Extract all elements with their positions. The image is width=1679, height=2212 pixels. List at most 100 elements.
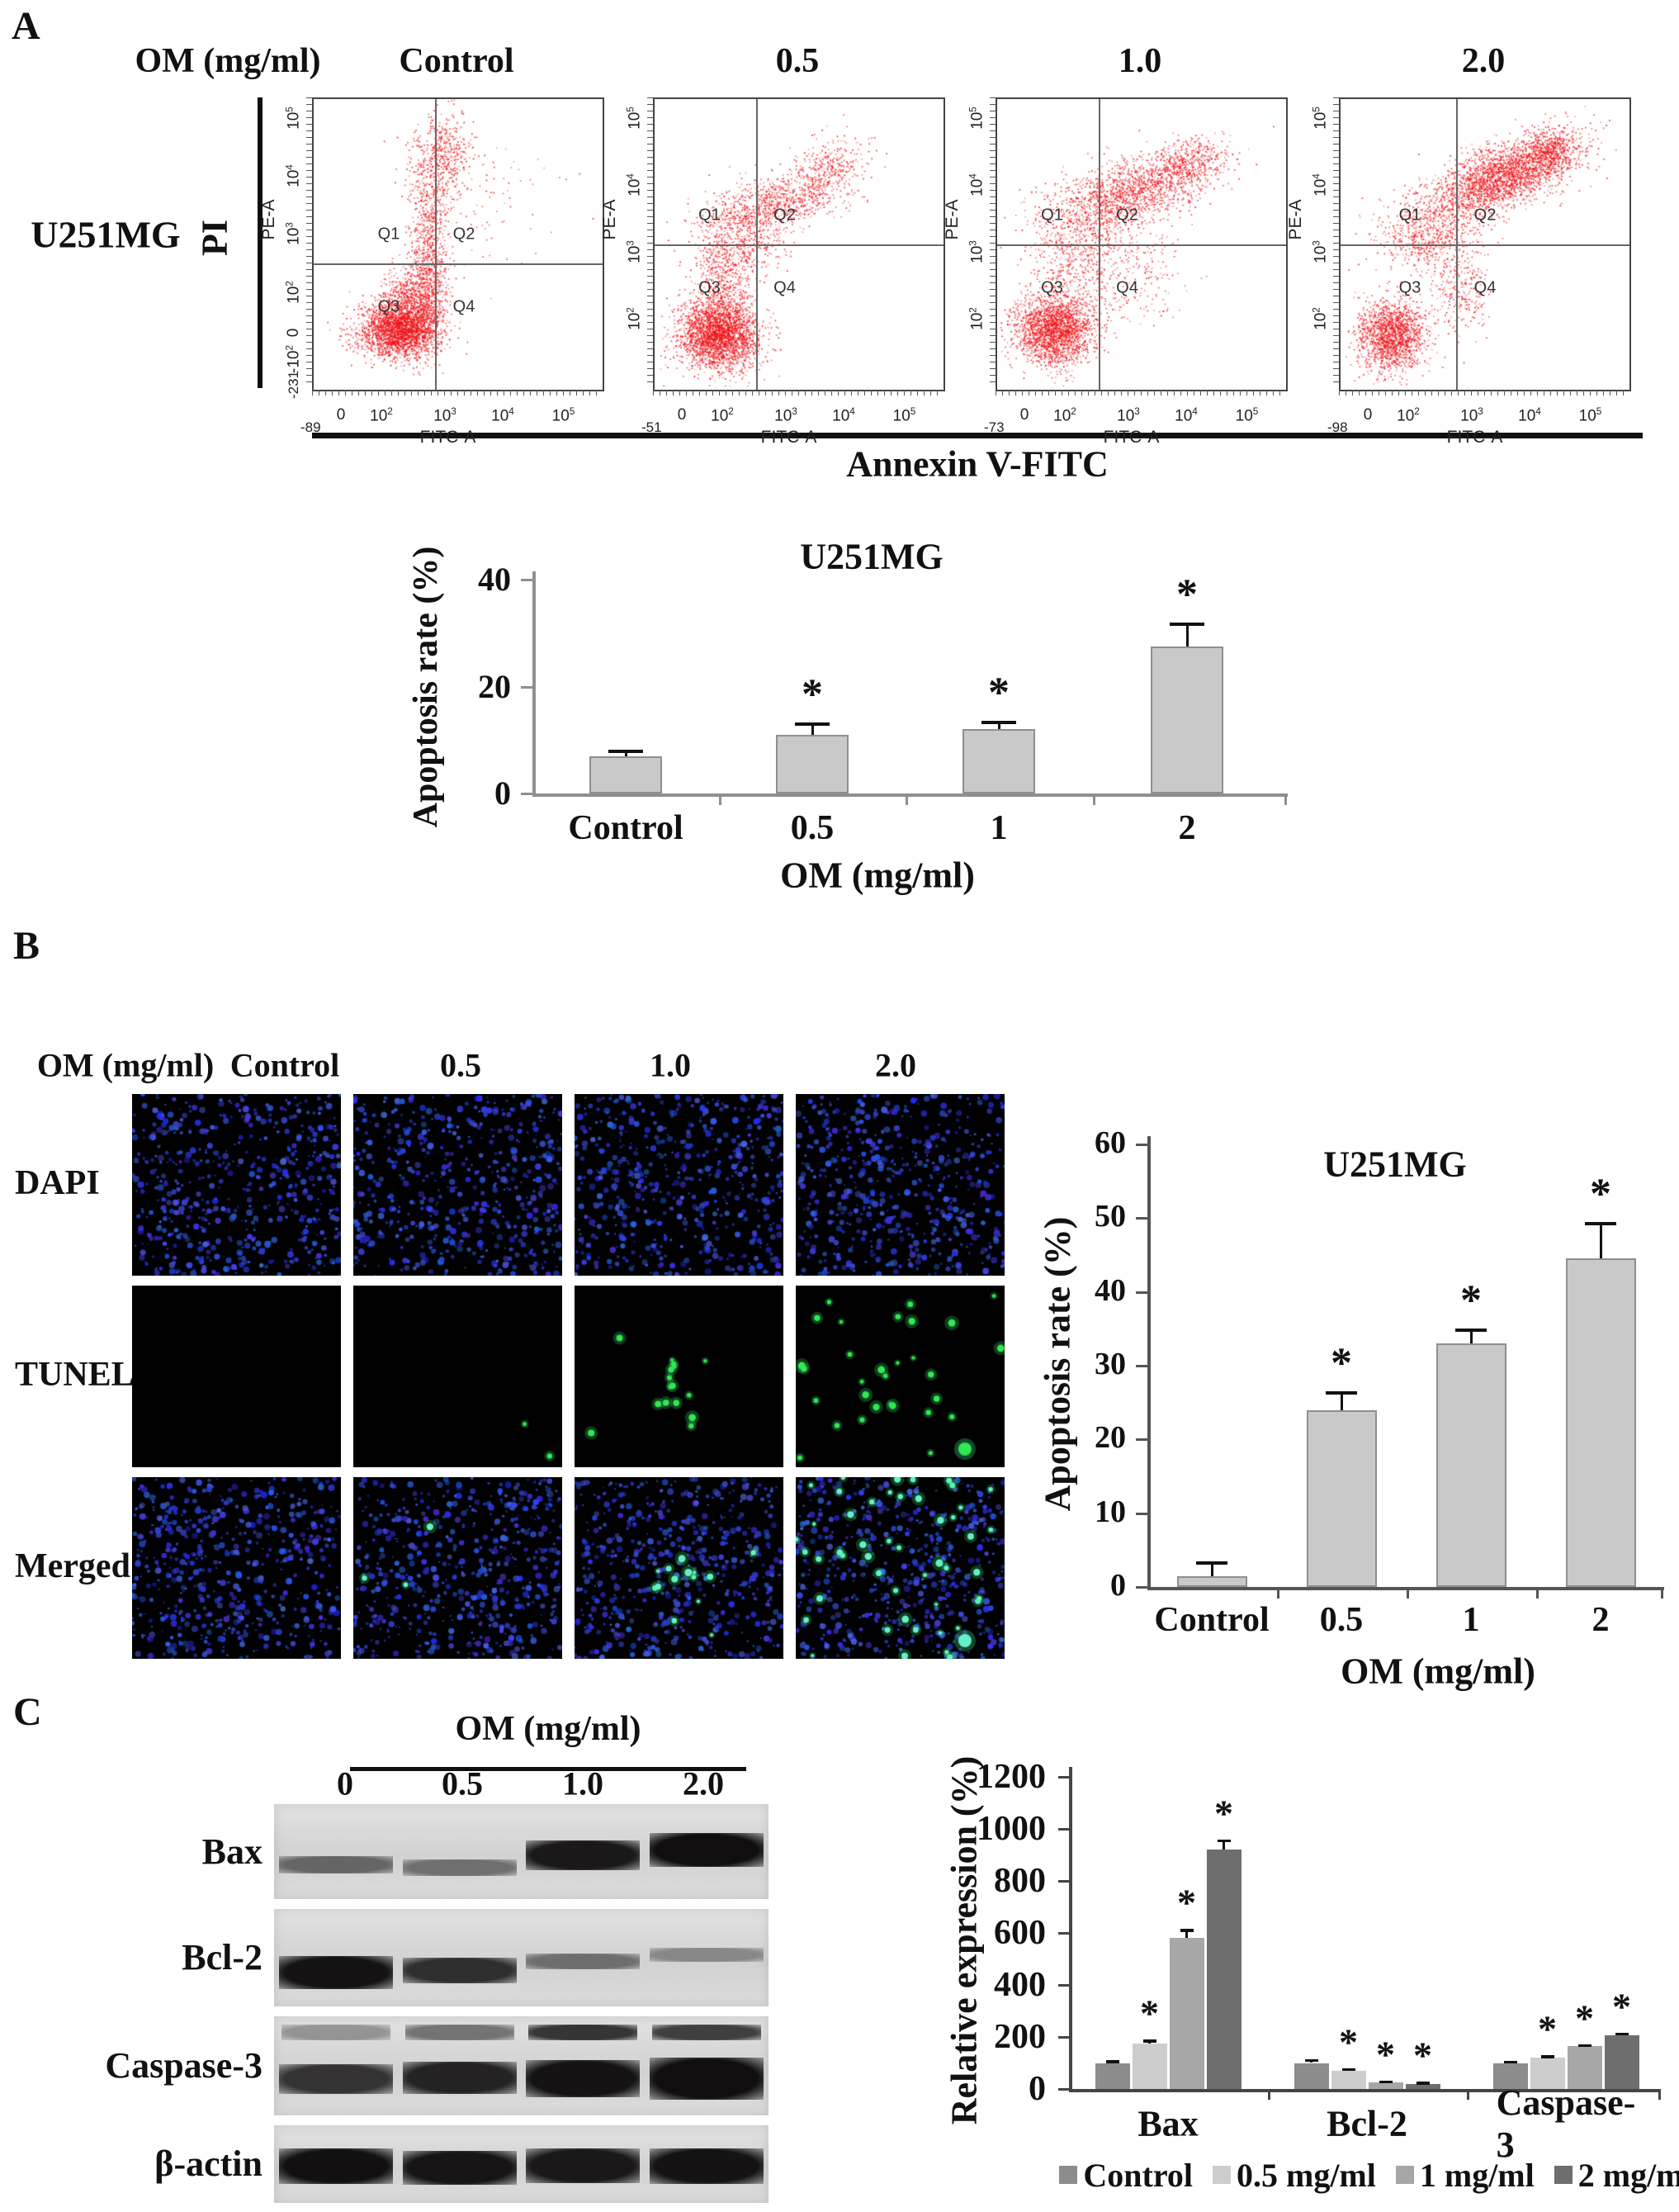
significance-asterisk: * <box>1538 2007 1557 2050</box>
y-tick-mark <box>1058 1984 1069 1987</box>
quadrant-label: Q1 <box>1041 206 1063 225</box>
flow-y-tick-label: 105 <box>1311 106 1330 130</box>
blot-band <box>402 2151 517 2186</box>
flow-x-tick-label: 102 <box>1053 406 1076 425</box>
y-tick-label: 0 <box>494 774 511 812</box>
flow-x-tick-label: 103 <box>774 406 797 425</box>
bar-1mgml <box>1567 2046 1602 2089</box>
bar <box>1565 1258 1636 1587</box>
bar <box>1435 1343 1506 1587</box>
quadrant-gate-hline <box>997 244 1286 246</box>
micrograph-tile-merged-0 <box>132 1477 341 1659</box>
significance-asterisk: * <box>802 670 823 718</box>
flow-y-tick-label: 102 <box>1311 306 1330 330</box>
blot-band <box>650 2148 764 2185</box>
flow-y-tick-label: 103 <box>967 239 986 263</box>
panel-a-annexin-label: Annexin V-FITC <box>846 443 1109 485</box>
blot-band <box>526 1954 641 1970</box>
significance-asterisk: * <box>1612 1985 1631 2028</box>
bar-Control <box>1492 2063 1528 2089</box>
x-tick-mark <box>1093 793 1095 805</box>
quadrant-label: Q4 <box>1473 278 1497 297</box>
y-tick-label: 200 <box>994 2018 1046 2056</box>
y-tick-label: 800 <box>994 1862 1046 1900</box>
blot-row-label: Bax <box>201 1831 262 1872</box>
flow-x-tick-label: 102 <box>370 406 393 425</box>
micrograph-tile-merged-3 <box>796 1477 1005 1659</box>
micro-column-header: 2.0 <box>875 1046 916 1084</box>
y-tick-label: 40 <box>478 561 511 598</box>
x-category-label: 2 <box>1592 1601 1610 1639</box>
flow-column-header: 2.0 <box>1461 42 1506 80</box>
blot-row-label: β-actin <box>154 2143 262 2184</box>
legend-swatch <box>1213 2166 1231 2184</box>
flow-x-tick-label: 0 <box>677 406 687 424</box>
flow-x-tick-comb <box>653 390 942 396</box>
legend-label: 0.5 mg/ml <box>1237 2156 1376 2194</box>
x-tick-mark <box>1658 2089 1661 2100</box>
error-bar-cap <box>1180 1929 1194 1932</box>
quadrant-gate-hline <box>655 244 944 246</box>
error-bar-cap <box>1585 1221 1616 1225</box>
legend-swatch <box>1059 2166 1078 2184</box>
legend-item: 2 mg/ml <box>1554 2156 1679 2195</box>
y-axis-line <box>1147 1136 1151 1587</box>
y-tick-mark <box>1136 1365 1147 1367</box>
legend-label: 1 mg/ml <box>1419 2156 1535 2194</box>
micrograph-tile-dapi-0 <box>132 1094 341 1276</box>
flow-y-tick-label: 104 <box>284 164 303 187</box>
legend-item: Control <box>1059 2156 1193 2195</box>
flow-x-tick-label: 103 <box>433 406 456 425</box>
blot-lane-label: 2.0 <box>683 1764 724 1802</box>
flow-fitc-a-axis-label: FITC-A <box>1446 428 1503 447</box>
x-category-label: Control <box>1154 1601 1270 1639</box>
x-tick-mark <box>1467 2089 1469 2100</box>
flow-x-tick-label: 104 <box>1175 406 1198 425</box>
flow-x-tick-label: 104 <box>491 406 514 425</box>
error-bar-cap <box>1503 2060 1517 2064</box>
flow-scatter-canvas <box>997 99 1283 386</box>
y-tick-label: 10 <box>1095 1494 1126 1529</box>
y-tick-label: 0 <box>1029 2070 1046 2108</box>
panel-b-label: B <box>13 924 40 968</box>
quadrant-label: Q1 <box>1398 206 1421 225</box>
legend-label: Control <box>1083 2156 1193 2194</box>
flow-y-tick-label: 102 <box>625 306 644 330</box>
y-tick-label: 60 <box>1095 1125 1126 1160</box>
x-category-label: 1 <box>990 809 1008 847</box>
y-tick-label: 20 <box>1095 1420 1126 1456</box>
micrograph-tile-dapi-3 <box>796 1094 1005 1276</box>
x-category-label: Control <box>568 809 683 847</box>
flow-x-tick-label: 103 <box>1460 406 1483 425</box>
quadrant-label: Q4 <box>773 278 796 297</box>
blot-band <box>278 1856 393 1873</box>
x-tick-mark <box>1268 2089 1270 2100</box>
bar-2mgml <box>1405 2083 1440 2089</box>
x-tick-mark <box>1661 1587 1663 1599</box>
micrograph-tile-merged-2 <box>575 1477 783 1659</box>
y-tick-label: 400 <box>994 1966 1046 2004</box>
flow-x-corner-label: -98 <box>1327 419 1348 435</box>
micro-row-label: DAPI <box>15 1164 100 1202</box>
y-tick-mark <box>1136 1512 1147 1515</box>
quadrant-label: Q3 <box>1041 278 1063 297</box>
x-axis-line <box>1069 2089 1661 2092</box>
chart-c-legend: Control 0.5 mg/ml 1 mg/ml 2 mg/ml <box>1059 2150 1679 2200</box>
chart-b-x-axis-label: OM (mg/ml) <box>1341 1651 1535 1692</box>
quadrant-label: Q2 <box>1116 206 1138 225</box>
quadrant-label: Q4 <box>1116 278 1138 297</box>
significance-asterisk: * <box>988 669 1010 717</box>
error-bar-cap <box>981 720 1016 724</box>
flow-scatter-canvas <box>1341 99 1626 386</box>
bar <box>589 755 662 793</box>
flow-scatter-canvas <box>314 99 599 386</box>
x-tick-mark <box>719 793 721 805</box>
significance-asterisk: * <box>1331 1339 1352 1387</box>
blot-band-upper <box>281 2024 390 2040</box>
error-bar-stem <box>1210 1561 1213 1576</box>
blot-strip-bax <box>274 1804 769 1899</box>
y-axis-line <box>1069 1767 1072 2089</box>
quadrant-label: Q2 <box>452 225 475 244</box>
error-bar-cap <box>1416 2082 1430 2085</box>
flow-x-tick-label: 105 <box>551 406 575 425</box>
